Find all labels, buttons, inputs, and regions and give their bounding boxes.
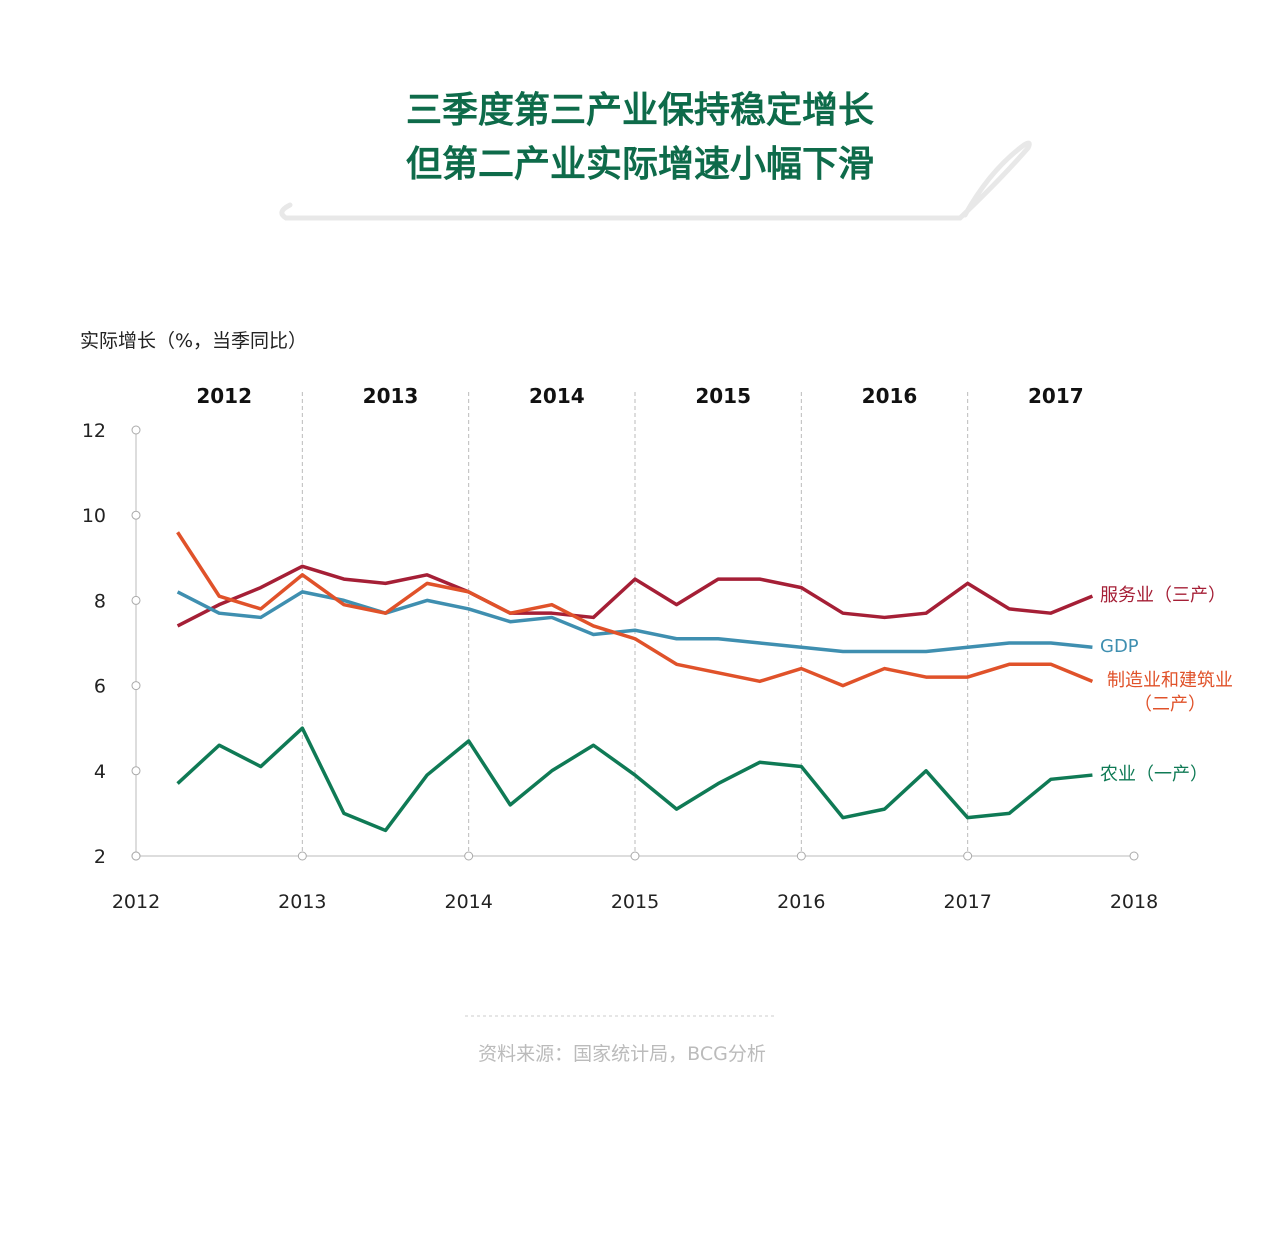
series-line: [176, 590, 1093, 654]
x-tick: [464, 851, 474, 861]
y-tick: [131, 681, 141, 691]
x-tick: [796, 851, 806, 861]
decoration: [279, 140, 1032, 221]
y-tick-label: 12: [82, 420, 106, 442]
x-tick: [1129, 851, 1139, 861]
x-tick-label: 2015: [611, 891, 659, 913]
period-label: 2017: [1028, 384, 1084, 408]
period-label: 2016: [862, 384, 918, 408]
chart-title: 三季度第三产业保持稳定增长: [406, 90, 874, 131]
y-tick: [131, 595, 141, 605]
y-tick-label: 8: [94, 590, 106, 612]
x-tick: [131, 851, 141, 861]
x-tick: [963, 851, 973, 861]
series-label: 农业（一产）: [1100, 764, 1208, 786]
y-tick: [131, 510, 141, 520]
period-label: 2013: [363, 384, 419, 408]
series-label: 制造业和建筑业（二产）: [1107, 670, 1233, 716]
x-tick-label: 2013: [278, 891, 326, 913]
y-tick-label: 4: [94, 761, 106, 783]
period-label: 2014: [529, 384, 585, 408]
x-tick: [630, 851, 640, 861]
y-axis-label: 实际增长（%，当季同比）: [80, 330, 307, 352]
y-tick: [131, 425, 141, 435]
x-tick-label: 2016: [777, 891, 825, 913]
chart-subtitle: 但第二产业实际增速小幅下滑: [406, 144, 874, 185]
series-label: 服务业（三产）: [1100, 585, 1226, 607]
series-label: GDP: [1100, 636, 1139, 658]
period-label: 2015: [695, 384, 751, 408]
x-tick-label: 2014: [444, 891, 492, 913]
x-tick-label: 2018: [1110, 891, 1158, 913]
y-tick-label: 6: [94, 676, 106, 698]
series-line: [176, 726, 1093, 833]
y-tick-label: 2: [94, 846, 106, 868]
series-line: [176, 564, 1094, 628]
y-tick-label: 10: [82, 505, 106, 527]
x-tick: [297, 851, 307, 861]
x-tick-label: 2012: [112, 891, 160, 913]
source: 资料来源：国家统计局，BCG分析: [478, 1043, 766, 1065]
y-tick: [131, 766, 141, 776]
x-tick-label: 2017: [943, 891, 991, 913]
series-line: [176, 531, 1094, 688]
period-label: 2012: [196, 384, 252, 408]
